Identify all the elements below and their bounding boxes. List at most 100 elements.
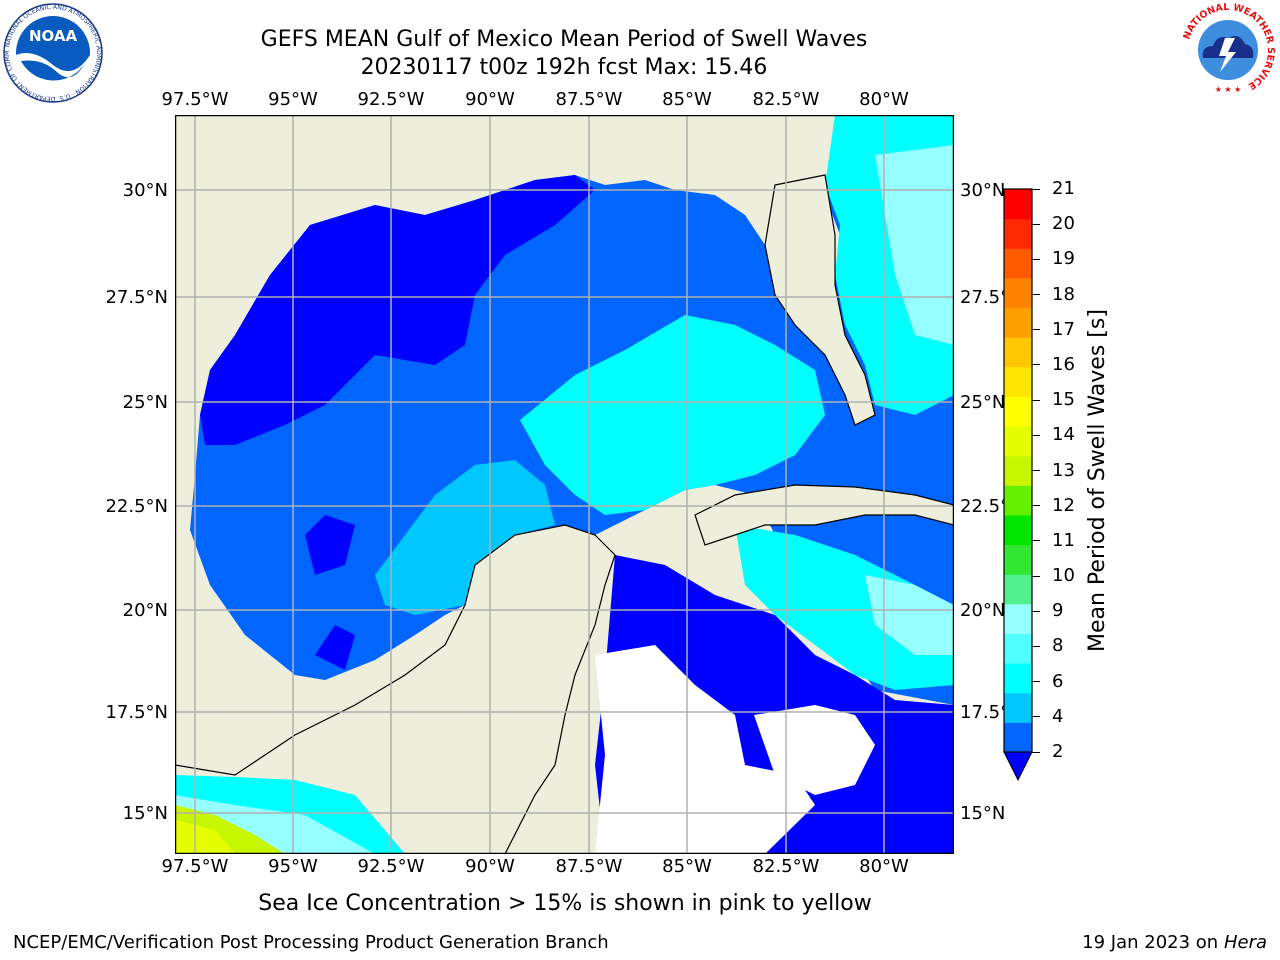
colorbar-tick-mark	[1032, 645, 1040, 647]
colorbar-tick-mark	[1032, 681, 1040, 683]
lon-label-top: 85°W	[662, 89, 712, 110]
colorbar-segment	[1004, 426, 1032, 457]
colorbar-tick-label: 2	[1052, 741, 1064, 762]
colorbar-segment	[1004, 189, 1032, 220]
noaa-logo: NATIONAL OCEANIC AND ATMOSPHERIC ADMINIS…	[3, 3, 103, 103]
lon-label-bottom: 92.5°W	[357, 856, 425, 877]
colorbar-segment	[1004, 603, 1032, 634]
colorbar-tick-mark	[1032, 188, 1040, 190]
cyan-region	[865, 575, 954, 655]
lon-label-bottom: 90°W	[465, 856, 515, 877]
colorbar-tick-mark	[1032, 434, 1040, 436]
lon-label-top: 90°W	[465, 89, 515, 110]
colorbar-segment	[1004, 366, 1032, 397]
colorbar-segment	[1004, 337, 1032, 368]
lon-label-bottom: 80°W	[859, 856, 909, 877]
no-data-area	[595, 645, 815, 854]
colorbar-segment	[1004, 544, 1032, 575]
lat-label-left: 30°N	[122, 180, 168, 201]
colorbar-extend-min	[1003, 751, 1033, 782]
florida-land	[764, 174, 876, 426]
lon-label-bottom: 95°W	[268, 856, 318, 877]
lon-label-top: 82.5°W	[752, 89, 820, 110]
colorbar-tick-mark	[1032, 294, 1040, 296]
colorbar-tick-mark	[1032, 751, 1040, 753]
colorbar-tick-label: 20	[1052, 213, 1075, 235]
colorbar-tick-label: 18	[1052, 283, 1075, 305]
lon-label-top: 87.5°W	[555, 89, 623, 110]
lat-label-right: 30°N	[960, 180, 1006, 201]
colorbar-segment	[1004, 722, 1032, 753]
lat-label-right: 15°N	[960, 803, 1006, 824]
lat-label-right: 20°N	[960, 600, 1006, 621]
credit-date-text: 19 Jan 2023 on	[1082, 932, 1224, 953]
lon-label-top: 80°W	[859, 89, 909, 110]
yucatan-land	[175, 524, 616, 854]
lat-label-left: 27.5°N	[105, 287, 168, 308]
credit-branch: NCEP/EMC/Verification Post Processing Pr…	[13, 932, 609, 953]
lon-label-bottom: 85°W	[662, 856, 712, 877]
cyan-region	[875, 145, 954, 345]
colorbar-tick-mark	[1032, 258, 1040, 260]
lon-label-top: 95°W	[268, 89, 318, 110]
lat-label-left: 17.5°N	[105, 702, 168, 723]
colorbar-tick-mark	[1032, 540, 1040, 542]
lat-label-left: 25°N	[122, 392, 168, 413]
lat-label-left: 20°N	[122, 600, 168, 621]
colorbar-segment	[1004, 692, 1032, 723]
colorbar-tick-label: 14	[1052, 424, 1075, 446]
colorbar-tick-mark	[1032, 470, 1040, 471]
colorbar-tick-label: 9	[1052, 600, 1064, 622]
map-subtitle: 20230117 t00z 192h fcst Max: 15.46	[360, 55, 768, 80]
cuba-land	[694, 484, 954, 546]
lat-label-left: 22.5°N	[105, 496, 168, 517]
colorbar-tick-label: 12	[1052, 494, 1075, 516]
lat-label-right: 25°N	[960, 392, 1006, 413]
low-period-region	[305, 515, 355, 575]
colorbar	[1003, 188, 1033, 782]
colorbar-tick-label: 17	[1052, 318, 1075, 340]
low-period-region	[200, 175, 595, 445]
noaa-logo-text: NOAA	[29, 27, 78, 45]
colorbar-tick-mark	[1032, 505, 1040, 507]
colorbar-tick-label: 19	[1052, 248, 1075, 270]
lon-label-bottom: 97.5°W	[161, 856, 229, 877]
map-title: GEFS MEAN Gulf of Mexico Mean Period of …	[260, 27, 868, 52]
colorbar-title: Mean Period of Swell Waves [s]	[1085, 309, 1110, 652]
colorbar-tick-mark	[1032, 364, 1040, 366]
colorbar-segment	[1004, 514, 1032, 546]
colorbar-tick-label: 13	[1052, 459, 1075, 481]
colorbar-tick-label: 21	[1052, 178, 1075, 199]
colorbar-tick-mark	[1032, 399, 1040, 401]
colorbar-tick-mark	[1032, 716, 1040, 718]
colorbar-segment	[1004, 574, 1032, 605]
colorbar-tick-label: 15	[1052, 389, 1075, 411]
colorbar-segment	[1004, 307, 1032, 338]
cyan-region	[735, 525, 954, 690]
svg-text:★ ★ ★: ★ ★ ★	[1215, 85, 1242, 94]
map-frame	[175, 115, 954, 854]
low-period-region	[315, 625, 355, 670]
colorbar-tick-label: 8	[1052, 635, 1064, 657]
lat-label-left: 15°N	[122, 803, 168, 824]
colorbar-segment	[1004, 248, 1032, 279]
colorbar-segment	[1004, 663, 1032, 694]
colorbar-segment	[1004, 396, 1032, 427]
graticule	[175, 115, 954, 854]
sea-ice-note: Sea Ice Concentration > 15% is shown in …	[258, 891, 872, 916]
colorbar-segment	[1004, 455, 1032, 486]
lon-label-top: 92.5°W	[357, 89, 425, 110]
no-data-area	[754, 705, 875, 795]
pacific-high-period	[175, 820, 235, 854]
colorbar-tick-label: 6	[1052, 670, 1064, 692]
colorbar-tick-label: 11	[1052, 529, 1075, 551]
credit-date: 19 Jan 2023 on Hera	[1082, 932, 1267, 953]
colorbar-tick-label: 10	[1052, 565, 1075, 587]
colorbar-tick-label: 4	[1052, 705, 1064, 727]
cyan-region	[520, 315, 825, 515]
colorbar-tick-mark	[1032, 329, 1040, 331]
lon-label-bottom: 82.5°W	[752, 856, 820, 877]
colorbar-segment	[1004, 277, 1032, 309]
colorbar-tick-mark	[1032, 610, 1040, 612]
credit-host: Hera	[1223, 932, 1267, 953]
